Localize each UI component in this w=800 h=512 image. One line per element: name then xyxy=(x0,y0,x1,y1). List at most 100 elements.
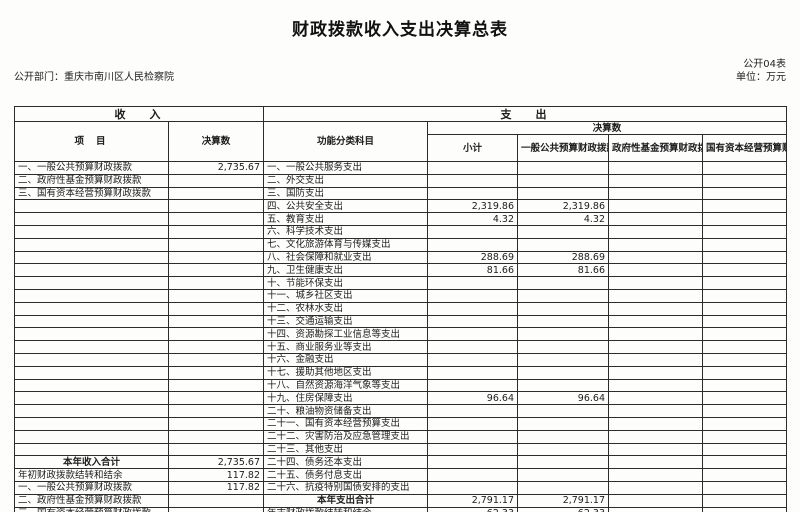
table-cell xyxy=(427,224,518,239)
table-cell: 十六、金融支出 xyxy=(263,352,428,367)
table-cell xyxy=(14,365,169,380)
table-cell xyxy=(14,378,169,393)
table-cell: 七、文化旅游体育与传媒支出 xyxy=(263,237,428,252)
table-cell xyxy=(168,224,264,239)
table-cell xyxy=(608,404,703,418)
table-row: 十六、金融支出 xyxy=(14,352,788,367)
table-row: 年初财政拨款结转和结余 117.82 二十五、债务付息支出 xyxy=(14,468,788,482)
table-cell xyxy=(608,314,703,329)
table-cell xyxy=(168,173,264,188)
table-cell xyxy=(168,263,264,278)
col-header-subtotal: 小计 xyxy=(427,134,518,162)
table-cell xyxy=(427,352,518,367)
table-cell xyxy=(608,224,703,239)
table-cell xyxy=(14,250,169,265)
table-cell xyxy=(427,416,518,431)
table-cell xyxy=(517,429,609,444)
table-cell: 2,735.67 xyxy=(168,455,264,470)
table-row: 二、政府性基金预算财政拨款 二、外交支出 xyxy=(14,173,788,188)
table-cell xyxy=(608,455,703,470)
table-cell xyxy=(427,161,518,175)
table-cell xyxy=(517,455,609,470)
table-cell xyxy=(168,327,264,342)
table-cell xyxy=(701,237,788,252)
table-row: 二十一、国有资本经营预算支出 xyxy=(14,416,788,431)
table-cell xyxy=(517,378,609,393)
table-cell xyxy=(701,340,788,354)
table-body: 一、一般公共预算财政拨款 2,735.67 一、一般公共服务支出 二、政府性基金预算财… xyxy=(14,161,788,512)
table-cell: 62.33 xyxy=(427,506,518,512)
table-cell xyxy=(168,250,264,265)
table-cell: 2,319.86 xyxy=(427,199,518,214)
table-cell xyxy=(608,378,703,393)
table-cell: 二十五、债务付息支出 xyxy=(263,468,428,482)
table-cell xyxy=(701,161,788,175)
table-cell xyxy=(14,340,169,354)
table-cell: 2,791.17 xyxy=(427,493,518,508)
table-row: 三、国有资本经营预算财政拨款 三、国防支出 xyxy=(14,186,788,201)
table-cell: 96.64 xyxy=(517,391,609,406)
table-row: 十、节能环保支出 xyxy=(14,276,788,290)
table-cell: 八、社会保障和就业支出 xyxy=(263,250,428,265)
table-row: 二十二、灾害防治及应急管理支出 xyxy=(14,429,788,444)
table-cell xyxy=(517,480,609,495)
table-cell xyxy=(427,365,518,380)
table-cell xyxy=(608,263,703,278)
table-cell xyxy=(701,212,788,226)
table-cell: 二十二、灾害防治及应急管理支出 xyxy=(263,429,428,444)
table-cell xyxy=(608,352,703,367)
table-cell: 2,319.86 xyxy=(517,199,609,214)
table-cell: 十七、援助其他地区支出 xyxy=(263,365,428,380)
table-cell xyxy=(14,352,169,367)
table-cell xyxy=(168,429,264,444)
table-row: 六、科学技术支出 xyxy=(14,224,788,239)
table-cell xyxy=(701,173,788,188)
table-cell xyxy=(701,455,788,470)
table-cell xyxy=(14,404,169,418)
table-cell xyxy=(14,391,169,406)
table-cell: 九、卫生健康支出 xyxy=(263,263,428,278)
table-cell xyxy=(608,199,703,214)
table-row: 十四、资源勘探工业信息等支出 xyxy=(14,327,788,342)
table-row: 十七、援助其他地区支出 xyxy=(14,365,788,380)
table-cell xyxy=(14,314,169,329)
table-cell xyxy=(608,186,703,201)
page-title: 财政拨款收入支出决算总表 xyxy=(292,20,508,40)
table-cell: 本年收入合计 xyxy=(14,455,169,470)
table-cell xyxy=(168,314,264,329)
table-cell xyxy=(517,276,609,290)
table-cell xyxy=(14,199,169,214)
table-cell xyxy=(427,173,518,188)
table-cell xyxy=(517,224,609,239)
table-cell xyxy=(14,288,169,303)
table-cell xyxy=(608,442,703,457)
table-cell xyxy=(168,212,264,226)
table-cell xyxy=(701,263,788,278)
table-cell xyxy=(427,237,518,252)
table-cell xyxy=(427,314,518,329)
table-cell xyxy=(168,391,264,406)
table-cell xyxy=(427,301,518,316)
table-cell: 一、一般公共预算财政拨款 xyxy=(14,480,169,495)
table-cell xyxy=(427,468,518,482)
col-header-final-group: 决算数 xyxy=(426,121,788,135)
table-cell xyxy=(168,288,264,303)
table-row: 一、一般公共预算财政拨款 117.82 二十六、抗疫特别国债安排的支出 xyxy=(14,480,788,495)
table-row: 三、国有资本经营预算财政拨款年末财政拨款结转和结余62.3362.33 xyxy=(14,506,788,512)
table-row: 二十、粮油物资储备支出 xyxy=(14,404,788,418)
table-cell xyxy=(608,161,703,175)
table-cell: 三、国有资本经营预算财政拨款 xyxy=(14,506,169,512)
table-cell: 一、一般公共预算财政拨款 xyxy=(14,161,169,175)
table-cell xyxy=(701,199,788,214)
table-cell xyxy=(14,212,169,226)
table-cell xyxy=(608,480,703,495)
col-header-general-budget: 一般公共预算财政拨款 xyxy=(517,134,609,162)
table-cell xyxy=(168,352,264,367)
table-cell xyxy=(701,365,788,380)
unit-label: 单位：万元 xyxy=(736,72,786,83)
table-row: 十八、自然资源海洋气象等支出 xyxy=(14,378,788,393)
table-cell xyxy=(701,391,788,406)
table-cell: 十二、农林水支出 xyxy=(263,301,428,316)
table-cell: 二十一、国有资本经营预算支出 xyxy=(263,416,428,431)
table-cell xyxy=(701,416,788,431)
